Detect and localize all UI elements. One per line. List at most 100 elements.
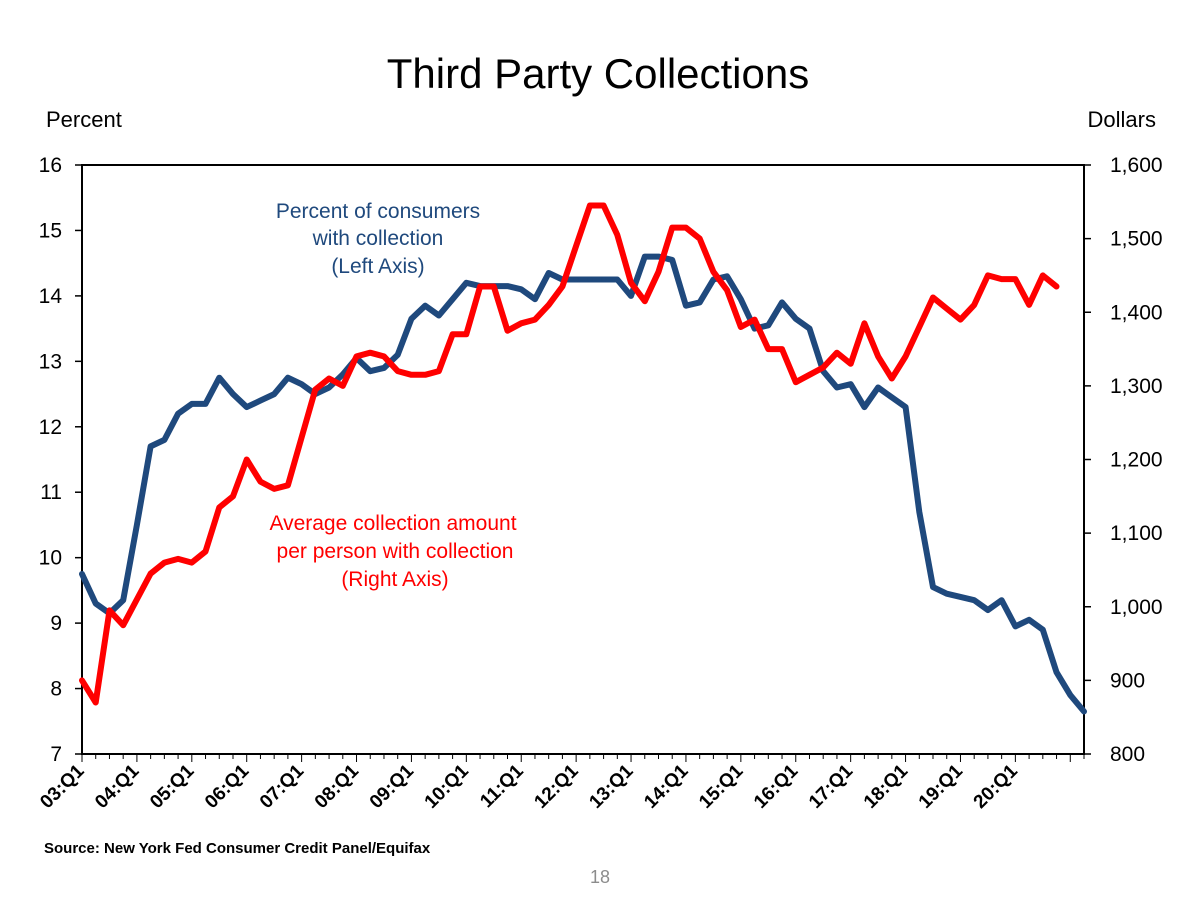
left-tick-label: 9 [50,612,62,635]
data-point-percent [79,571,85,577]
x-tick-label: 15:Q1 [695,760,747,812]
data-point-percent [244,404,250,410]
data-point-percent [408,316,415,322]
annotation-red-line: (Right Axis) [341,568,448,591]
plot-frame [81,164,1085,755]
x-tick-label: 12:Q1 [530,760,582,812]
data-point-percent [395,352,401,358]
data-point-percent [230,391,236,397]
data-point-amount [422,372,428,378]
data-point-amount [312,386,318,393]
data-point-amount [985,272,991,279]
data-point-amount [367,350,373,356]
data-point-amount [299,434,305,441]
data-point-percent [161,437,167,443]
data-point-percent [367,368,373,374]
data-point-percent [216,375,222,381]
data-point-amount [628,280,634,286]
data-point-percent [546,270,552,276]
data-point-percent [724,273,730,279]
data-point-percent [848,381,854,387]
data-point-percent [381,365,387,371]
data-point-percent [902,404,909,410]
data-point-percent [930,584,936,590]
data-point-amount [546,302,552,308]
data-point-amount [697,236,703,242]
source-note: Source: New York Fed Consumer Credit Pan… [44,840,431,857]
data-point-amount [724,287,730,293]
data-point-amount [230,493,236,499]
right-tick-label: 1,600 [1110,154,1163,177]
data-point-percent [985,607,991,613]
data-point-amount [148,571,154,577]
data-point-amount [834,350,840,356]
data-point-percent [614,276,620,283]
annotation-blue-line: with collection [312,227,444,250]
data-point-percent [504,283,511,289]
data-point-amount [340,383,346,389]
data-point-percent [669,257,675,263]
data-point-percent [285,375,291,381]
left-tick-label: 8 [50,678,62,701]
data-point-percent [600,276,607,283]
data-point-percent [573,276,579,283]
x-tick-label: 14:Q1 [640,760,692,812]
data-point-amount [875,353,881,360]
data-point-amount [1053,283,1060,290]
left-tick-label: 7 [50,743,62,766]
data-point-amount [902,353,909,360]
data-point-percent [326,384,332,391]
page-number: 18 [590,867,610,887]
data-point-amount [285,482,291,488]
data-point-amount [408,372,415,378]
data-point-amount [820,364,826,371]
right-tick-label: 1,200 [1110,449,1163,472]
x-tick-label: 18:Q1 [860,760,912,812]
data-point-amount [573,243,579,249]
data-point-percent [971,597,977,603]
data-point-percent [642,254,648,260]
chart-title: Third Party Collections [387,50,809,97]
data-point-percent [957,594,964,600]
data-point-amount [861,320,867,326]
data-point-percent [93,600,99,607]
left-tick-label: 15 [39,219,62,242]
data-point-amount [491,283,497,290]
data-point-amount [175,556,181,562]
data-point-amount [587,202,593,209]
data-point-percent [134,522,140,528]
left-tick-label: 14 [39,285,63,308]
data-point-amount [395,368,401,374]
data-point-amount [381,353,387,360]
right-axis-label: Dollars [1088,107,1156,132]
data-point-amount [79,677,85,683]
data-point-amount [106,607,113,614]
data-point-percent [944,591,950,597]
data-point-amount [793,379,799,385]
data-point-percent [532,296,538,302]
data-point-percent [340,371,346,378]
data-point-amount [1026,302,1032,308]
data-point-amount [930,294,936,301]
data-point-percent [120,597,126,603]
data-point-amount [257,478,264,485]
data-point-percent [271,391,277,397]
data-point-percent [1053,669,1060,675]
left-tick-label: 16 [39,154,62,177]
data-point-percent [436,312,442,319]
data-point-amount [559,283,566,290]
data-point-amount [120,622,126,628]
left-tick-label: 11 [40,481,62,504]
data-point-percent [587,276,593,283]
data-point-percent [1040,627,1046,633]
data-point-percent [765,322,771,328]
data-point-percent [779,299,785,306]
data-point-amount [1040,272,1046,279]
data-point-amount [326,375,332,382]
data-point-percent [148,443,154,450]
data-point-amount [655,269,662,275]
data-point-amount [244,456,250,463]
data-point-percent [1067,692,1073,698]
data-point-percent [806,326,813,332]
